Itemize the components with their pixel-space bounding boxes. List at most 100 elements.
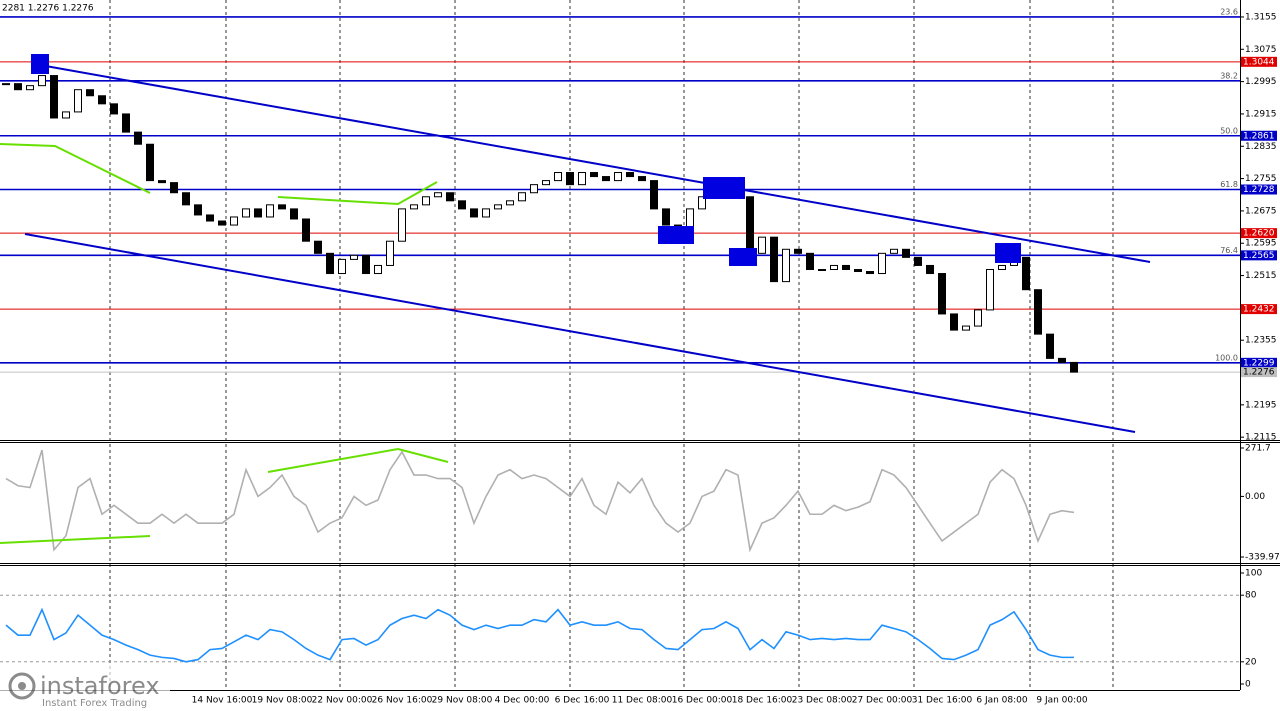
candle	[38, 75, 46, 87]
candle	[794, 248, 802, 254]
candle	[566, 172, 574, 186]
y-tick-label: 20	[1245, 657, 1257, 667]
candle	[614, 172, 622, 182]
candle	[1046, 333, 1054, 359]
x-tick-label: 18 Dec 16:00	[732, 696, 793, 706]
candle	[878, 252, 886, 275]
candle	[842, 264, 850, 270]
fib-label: 23.6	[1220, 7, 1238, 16]
current-price-tag	[1241, 367, 1277, 378]
candle	[746, 196, 754, 254]
x-tick-label: 9 Jan 00:00	[1036, 696, 1088, 706]
y-tick-label: 1.2515	[1245, 271, 1277, 281]
y-tick-label: 1.2115	[1245, 433, 1277, 443]
candle	[626, 172, 634, 178]
y-tick-label: 1.2355	[1245, 336, 1277, 346]
candle	[86, 89, 94, 97]
y-tick-label: 1.2755	[1245, 174, 1277, 184]
candle	[206, 214, 214, 222]
divergence-line	[267, 448, 399, 473]
levels: 23.6 38.2 50.0 61.8 76.4 100.0	[0, 7, 1240, 373]
watermark-logo	[8, 672, 36, 700]
channel-lower	[24, 233, 1136, 433]
divergence-line	[277, 181, 438, 206]
y-tick-label: 1.2915	[1245, 109, 1277, 119]
candle	[914, 256, 922, 266]
candle	[2, 83, 10, 86]
watermark-brand: instaforex	[40, 672, 160, 700]
x-tick-label: 31 Dec 16:00	[912, 696, 973, 706]
axes: 1.3155 1.3075 1.2995 1.2915 1.2835 1.2755 1.26…	[192, 12, 1280, 705]
candle	[62, 111, 70, 119]
candle	[818, 268, 826, 271]
marker	[658, 226, 694, 244]
candle	[494, 204, 502, 210]
candle	[194, 204, 202, 216]
candle	[782, 248, 790, 283]
candle	[14, 83, 22, 91]
x-tick-label: 23 Dec 08:00	[792, 696, 853, 706]
candle	[314, 240, 322, 254]
candle	[470, 208, 478, 218]
candle	[398, 208, 406, 242]
divergence-line	[397, 448, 449, 463]
candle	[998, 264, 1006, 270]
candle	[326, 252, 334, 275]
y-tick-label: 1.2995	[1245, 77, 1277, 87]
candle	[578, 172, 586, 186]
x-tick-label: 16 Dec 00:00	[672, 696, 733, 706]
level-label: 1.2432	[1243, 305, 1275, 315]
x-tick-label: 6 Dec 16:00	[555, 696, 610, 706]
x-tick-label: 6 Jan 08:00	[976, 696, 1028, 706]
y-tick-label: -339.978	[1245, 553, 1280, 563]
fib-label: 50.0	[1220, 126, 1238, 135]
marker	[995, 243, 1021, 263]
watermark-tagline: Instant Forex Trading	[42, 698, 147, 709]
watermark-bg	[0, 666, 170, 711]
candle	[374, 264, 382, 275]
candle	[110, 103, 118, 115]
candle	[98, 95, 106, 105]
x-tick-label: 11 Dec 08:00	[612, 696, 673, 706]
fib-label: 76.4	[1220, 246, 1238, 255]
y-tick-label: 1.2835	[1245, 142, 1277, 152]
candle	[902, 248, 910, 258]
y-tick-label: 100	[1245, 568, 1262, 578]
candle	[482, 208, 490, 218]
candle	[290, 208, 298, 220]
candle	[230, 216, 238, 226]
x-tick-label: 26 Nov 16:00	[372, 696, 433, 706]
indicator-line	[5, 449, 1075, 553]
y-tick-label: 1.2675	[1245, 206, 1277, 216]
candle	[338, 258, 346, 275]
level-tag	[1241, 184, 1277, 195]
panel-borders	[0, 0, 1280, 691]
candle	[530, 184, 538, 194]
candle	[962, 325, 970, 331]
candle	[446, 192, 454, 202]
candle	[26, 85, 34, 91]
candle	[986, 268, 994, 311]
candle	[182, 192, 190, 206]
level-label: 1.2728	[1243, 185, 1275, 195]
candle	[698, 196, 706, 210]
divergence-line	[0, 535, 151, 544]
candle	[638, 176, 646, 182]
candle	[362, 254, 370, 275]
candle	[158, 180, 166, 184]
y-tick-label: 1.2195	[1245, 400, 1277, 410]
candle	[650, 180, 658, 210]
y-tick-label: 1.3155	[1245, 12, 1277, 22]
candle	[50, 75, 58, 119]
candle	[662, 208, 670, 226]
candle	[542, 180, 550, 186]
current-price-label: 1.2276	[1243, 368, 1275, 378]
level-tag	[1241, 228, 1277, 239]
x-tick-label: 19 Nov 08:00	[252, 696, 313, 706]
candle	[938, 273, 946, 315]
y-tick-label: 0	[1245, 680, 1251, 690]
candle	[278, 204, 286, 210]
level-tag	[1241, 250, 1277, 261]
